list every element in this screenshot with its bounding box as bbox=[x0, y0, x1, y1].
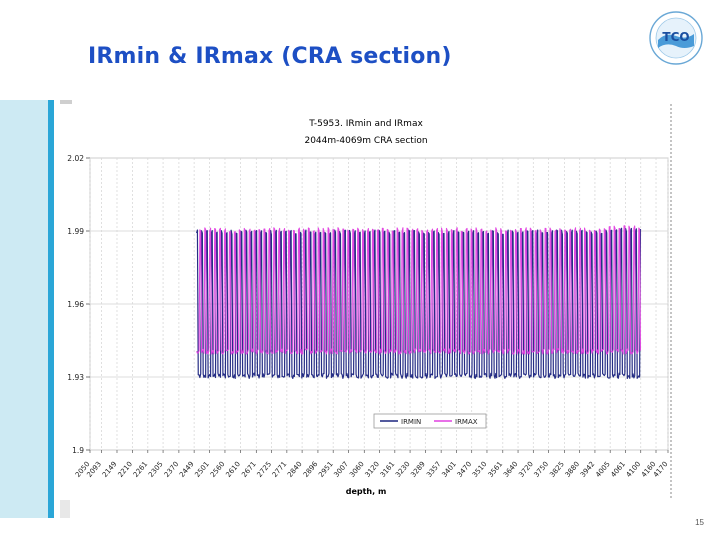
slide-title: IRmin & IRmax (CRA section) bbox=[88, 44, 452, 69]
y-tick-label: 2.02 bbox=[67, 154, 84, 163]
series-irmax-line bbox=[196, 225, 642, 355]
chart-title: T-5953. IRmin and IRmax bbox=[308, 119, 423, 129]
y-tick-label: 1.93 bbox=[67, 373, 84, 382]
x-axis-label: depth, m bbox=[346, 487, 387, 496]
left-accent-panel bbox=[0, 100, 48, 518]
chart: T-5953. IRmin and IRmax 2044m-4069m CRA … bbox=[56, 104, 672, 500]
left-accent-stripe bbox=[48, 100, 54, 518]
legend-label-irmax: IRMAX bbox=[455, 418, 478, 426]
page-number: 15 bbox=[695, 518, 704, 527]
y-tick-label: 1.9 bbox=[72, 446, 84, 455]
legend-label-irmin: IRMIN bbox=[401, 418, 421, 426]
plot-area: 1.91.931.961.992.02205020932149221022612… bbox=[67, 154, 669, 479]
chart-subtitle: 2044m-4069m CRA section bbox=[304, 136, 427, 146]
series-irmin-line bbox=[196, 227, 642, 380]
legend-box bbox=[373, 413, 487, 429]
left-gray-tab bbox=[60, 100, 72, 106]
y-tick-label: 1.99 bbox=[67, 227, 84, 236]
logo-text: TCO bbox=[662, 30, 689, 44]
y-tick-label: 1.96 bbox=[67, 300, 84, 309]
company-logo: TCO bbox=[649, 11, 703, 65]
